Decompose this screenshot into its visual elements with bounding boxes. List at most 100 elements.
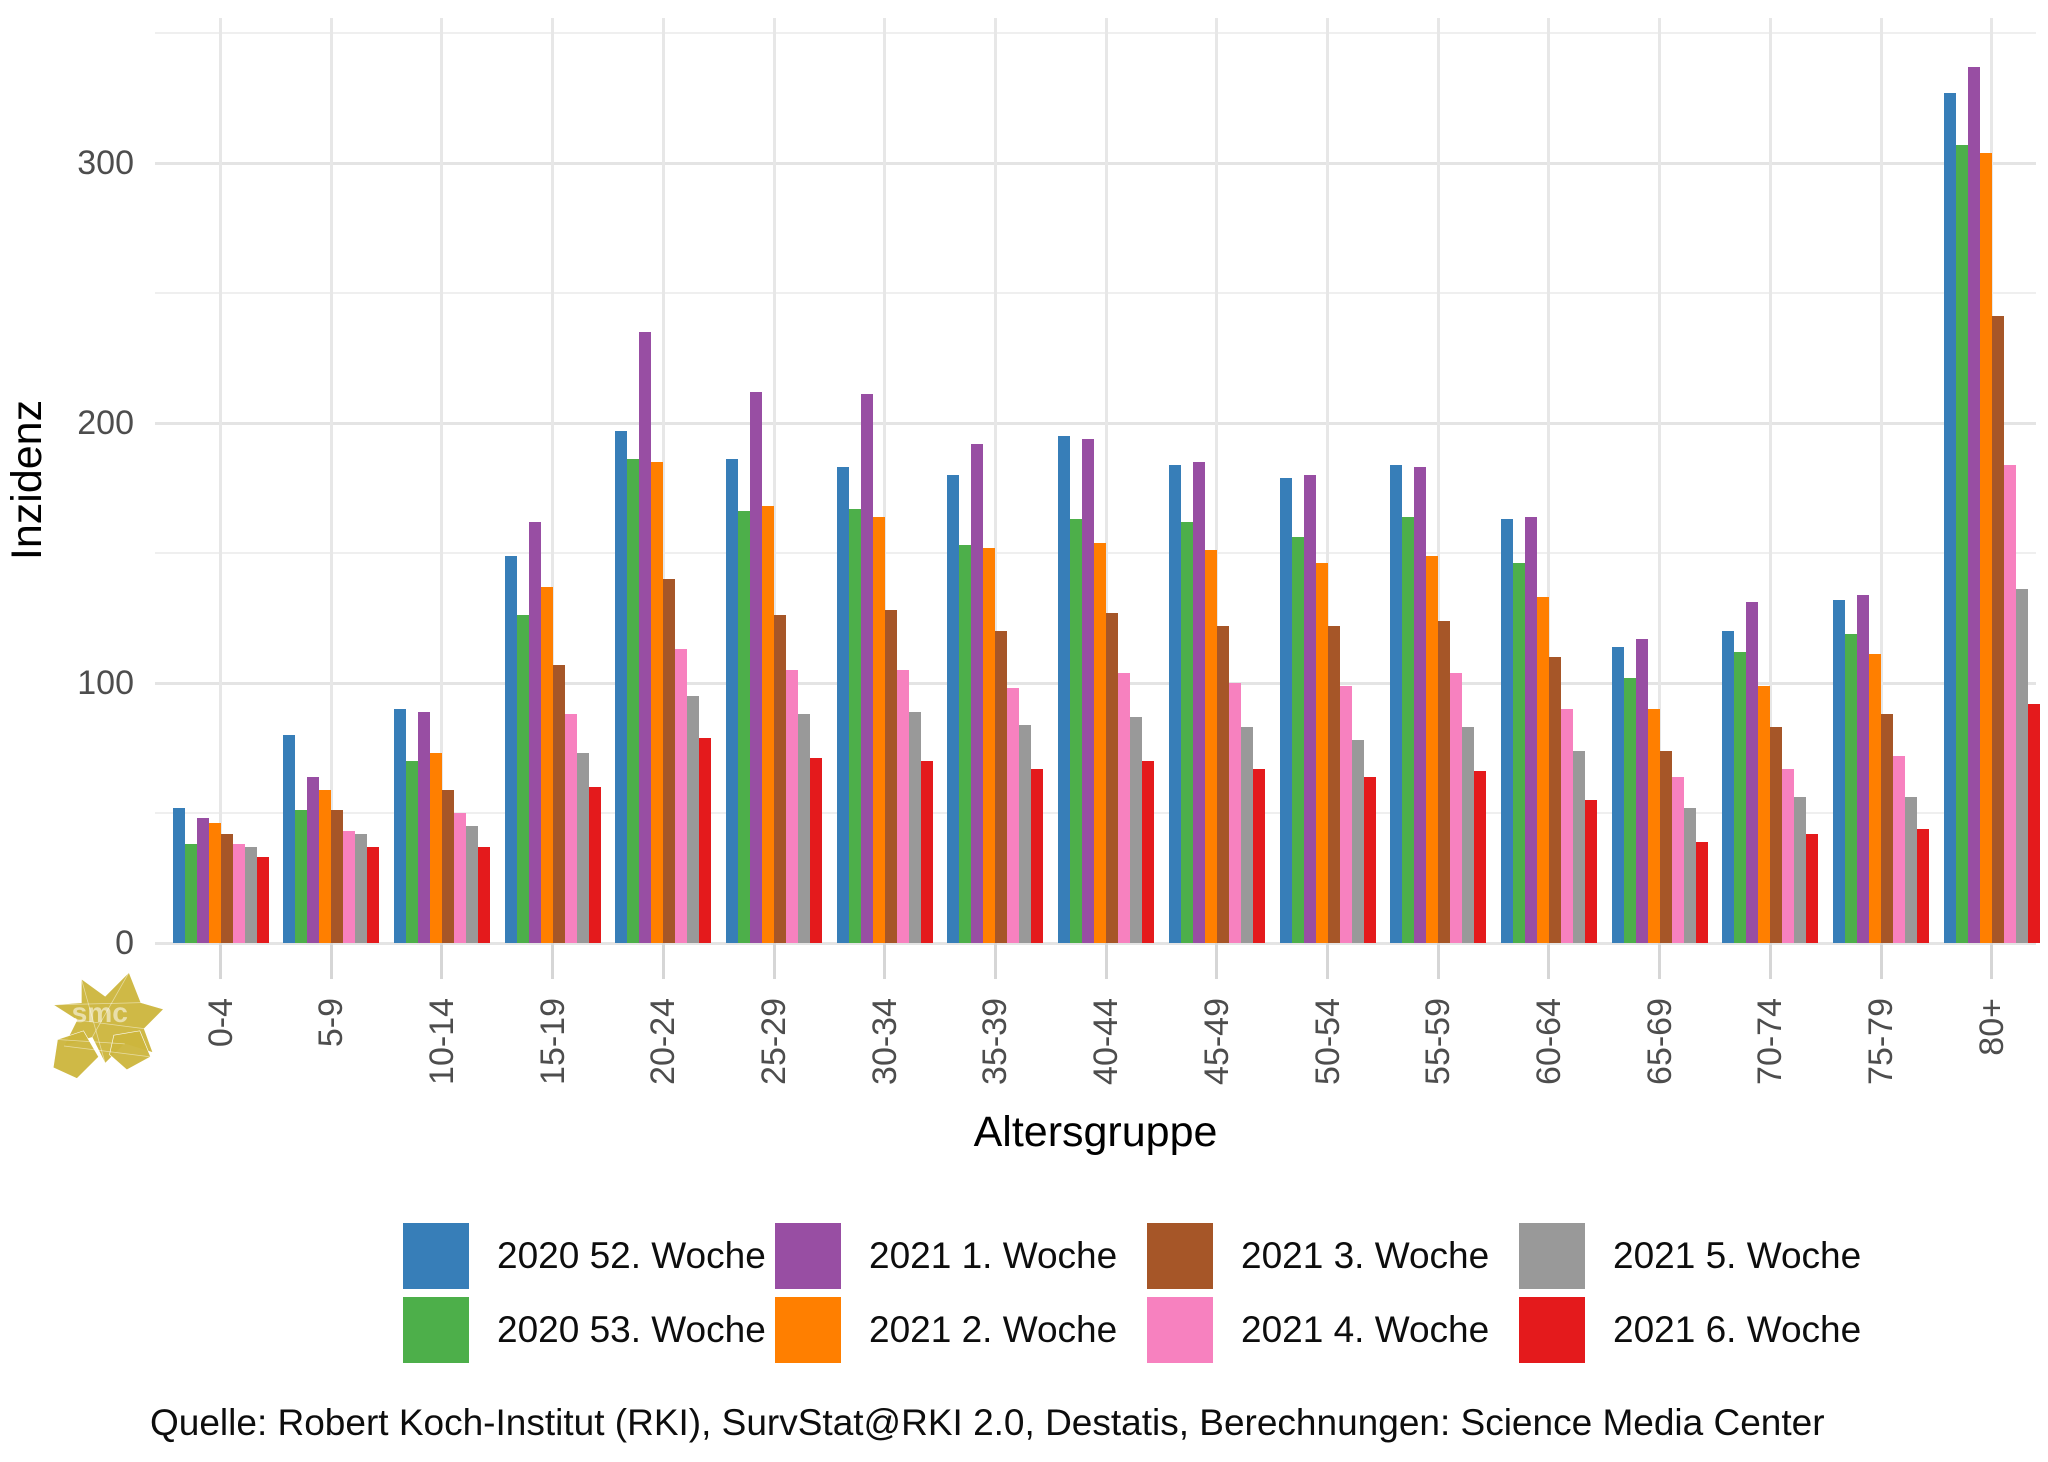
bar	[884, 610, 897, 943]
bar	[1279, 477, 1292, 943]
bar	[786, 670, 798, 943]
bar	[1857, 594, 1869, 943]
x-axis-tick	[1326, 943, 1329, 979]
bar	[1031, 768, 1044, 943]
bar	[798, 714, 810, 943]
bar	[1058, 436, 1071, 943]
x-axis-tick-label: 0-4	[201, 998, 240, 1048]
gridline-minor	[155, 292, 2036, 294]
x-axis-tick-label: 75-79	[1862, 998, 1900, 1085]
bar	[1106, 612, 1119, 943]
bar	[959, 545, 972, 943]
bar	[1327, 625, 1340, 943]
bar	[1204, 550, 1217, 943]
bar-group-70-74	[1722, 602, 1819, 943]
bar	[1426, 555, 1439, 943]
gridline-vertical	[1547, 18, 1551, 943]
bar	[1845, 633, 1857, 943]
bar	[1659, 750, 1672, 943]
bar	[1611, 646, 1624, 943]
x-axis-tick-label: 80+	[1972, 998, 2011, 1056]
bar	[1007, 688, 1020, 943]
bar	[1683, 807, 1696, 943]
bar	[1770, 727, 1783, 943]
gridline-vertical	[219, 18, 222, 943]
bar	[1462, 727, 1475, 943]
gridline-vertical	[993, 18, 997, 943]
bar	[1943, 92, 1956, 943]
source-note: Quelle: Robert Koch-Institut (RKI), Surv…	[150, 1402, 1825, 1443]
bar-group-50-54	[1279, 475, 1376, 943]
x-axis-tick-label: 25-29	[755, 998, 793, 1085]
legend-label: 2021 1. Woche	[869, 1235, 1118, 1276]
bar	[1094, 542, 1107, 943]
bar-group-15-19	[504, 521, 601, 943]
plot-panel	[155, 18, 2040, 945]
bar	[343, 831, 356, 943]
bar	[1572, 750, 1585, 943]
x-axis-tick-label: 55-59	[1419, 998, 1458, 1085]
x-axis-tick-label: 35-39	[976, 998, 1015, 1085]
bar	[319, 789, 332, 943]
bar	[244, 846, 257, 943]
bar	[1500, 519, 1513, 943]
bar	[1917, 828, 1929, 943]
smc-logo-meshline	[57, 1039, 125, 1045]
y-axis-tick-label: 100	[77, 664, 134, 702]
bar	[552, 664, 565, 943]
x-axis-tick	[883, 943, 887, 979]
legend-swatch	[775, 1223, 841, 1289]
bar	[1363, 776, 1376, 943]
legend-swatch	[1147, 1223, 1213, 1289]
bar	[196, 818, 209, 943]
bar	[687, 696, 700, 943]
bar	[516, 615, 529, 943]
bar	[1192, 462, 1205, 943]
x-axis-tick-label: 20-24	[644, 998, 683, 1085]
x-axis-tick	[993, 943, 997, 979]
bar	[872, 516, 885, 943]
bar-group-40-44	[1058, 436, 1155, 943]
bar	[675, 649, 688, 943]
smc-logo-shape	[52, 1030, 100, 1079]
bar	[256, 857, 269, 943]
smc-logo-meshline	[53, 1002, 141, 1006]
y-axis-tick-label: 300	[77, 144, 134, 182]
bar	[1905, 797, 1917, 943]
bar	[1118, 672, 1131, 943]
legend-swatch	[1147, 1297, 1213, 1363]
gridline-major	[155, 161, 2036, 165]
x-axis-tick	[219, 943, 222, 979]
bar-group-60-64	[1500, 516, 1597, 943]
x-axis-tick	[1436, 943, 1440, 979]
bar	[477, 846, 490, 943]
bar	[1216, 625, 1229, 943]
bar	[995, 631, 1008, 943]
bar	[1881, 714, 1893, 943]
bar	[1512, 563, 1525, 943]
gridline-vertical	[1215, 18, 1219, 943]
bar	[1130, 716, 1143, 943]
bar	[1991, 316, 2004, 943]
bar-group-55-59	[1390, 464, 1487, 943]
legend-label: 2021 5. Woche	[1613, 1235, 1862, 1276]
bar	[1315, 563, 1328, 943]
bar-group-25-29	[726, 391, 822, 943]
x-axis-tick-label: 65-69	[1640, 998, 1679, 1085]
bar	[1180, 521, 1193, 943]
bar	[528, 521, 541, 943]
legend-label: 2021 2. Woche	[869, 1309, 1118, 1350]
bar	[947, 475, 960, 943]
legend: 2020 52. Woche 2020 53. Woche 2021 1. Woch…	[403, 1221, 1891, 1365]
bar	[2027, 703, 2040, 943]
bar	[295, 810, 308, 943]
bar	[1560, 709, 1573, 943]
bar	[1438, 620, 1451, 943]
x-axis-tick	[1547, 943, 1551, 979]
legend-item: 2020 52. Woche	[403, 1221, 775, 1291]
bar	[417, 711, 430, 943]
bar	[627, 459, 640, 943]
x-axis-tick	[661, 943, 665, 979]
gridline-vertical	[329, 18, 333, 943]
